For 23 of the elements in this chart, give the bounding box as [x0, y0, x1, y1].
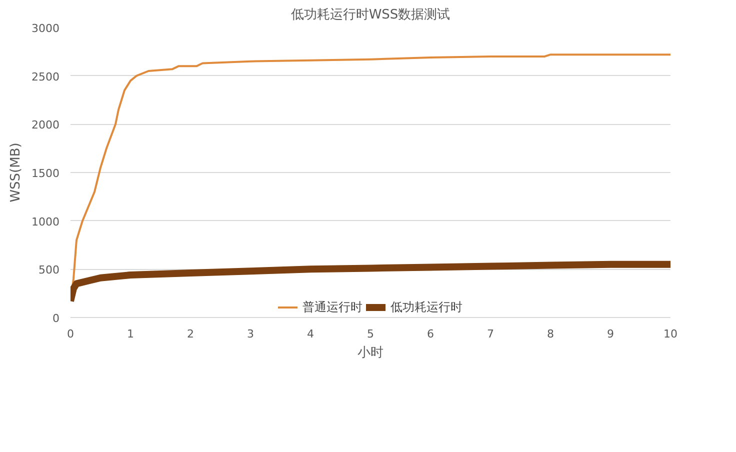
- legend-label: 低功耗运行时: [390, 298, 462, 316]
- x-tick-label: 3: [247, 328, 254, 340]
- x-tick-label: 6: [427, 328, 434, 340]
- y-tick-label: 500: [38, 264, 60, 277]
- x-tick-label: 2: [187, 328, 194, 340]
- x-tick-label: 10: [664, 328, 678, 340]
- y-axis-title: WSS(MB): [8, 142, 24, 202]
- x-tick-label: 4: [307, 328, 314, 340]
- x-axis-title: 小时: [358, 346, 384, 360]
- legend-label: 普通运行时: [302, 298, 362, 316]
- x-tick-label: 8: [547, 328, 554, 340]
- y-tick-label: 3000: [32, 22, 60, 35]
- chart-title: 低功耗运行时WSS数据测试: [290, 8, 450, 22]
- y-tick-label: 2500: [32, 70, 60, 84]
- x-tick-label: 1: [127, 328, 134, 340]
- y-tick-label: 1500: [32, 167, 60, 180]
- x-tick-label: 7: [487, 328, 494, 340]
- y-tick-label: 1000: [32, 215, 60, 228]
- x-tick-label: 9: [607, 328, 614, 340]
- y-tick-label: 2000: [32, 118, 60, 132]
- y-tick-label: 0: [52, 312, 60, 325]
- x-tick-label: 5: [367, 328, 374, 340]
- x-tick-label: 0: [67, 328, 74, 340]
